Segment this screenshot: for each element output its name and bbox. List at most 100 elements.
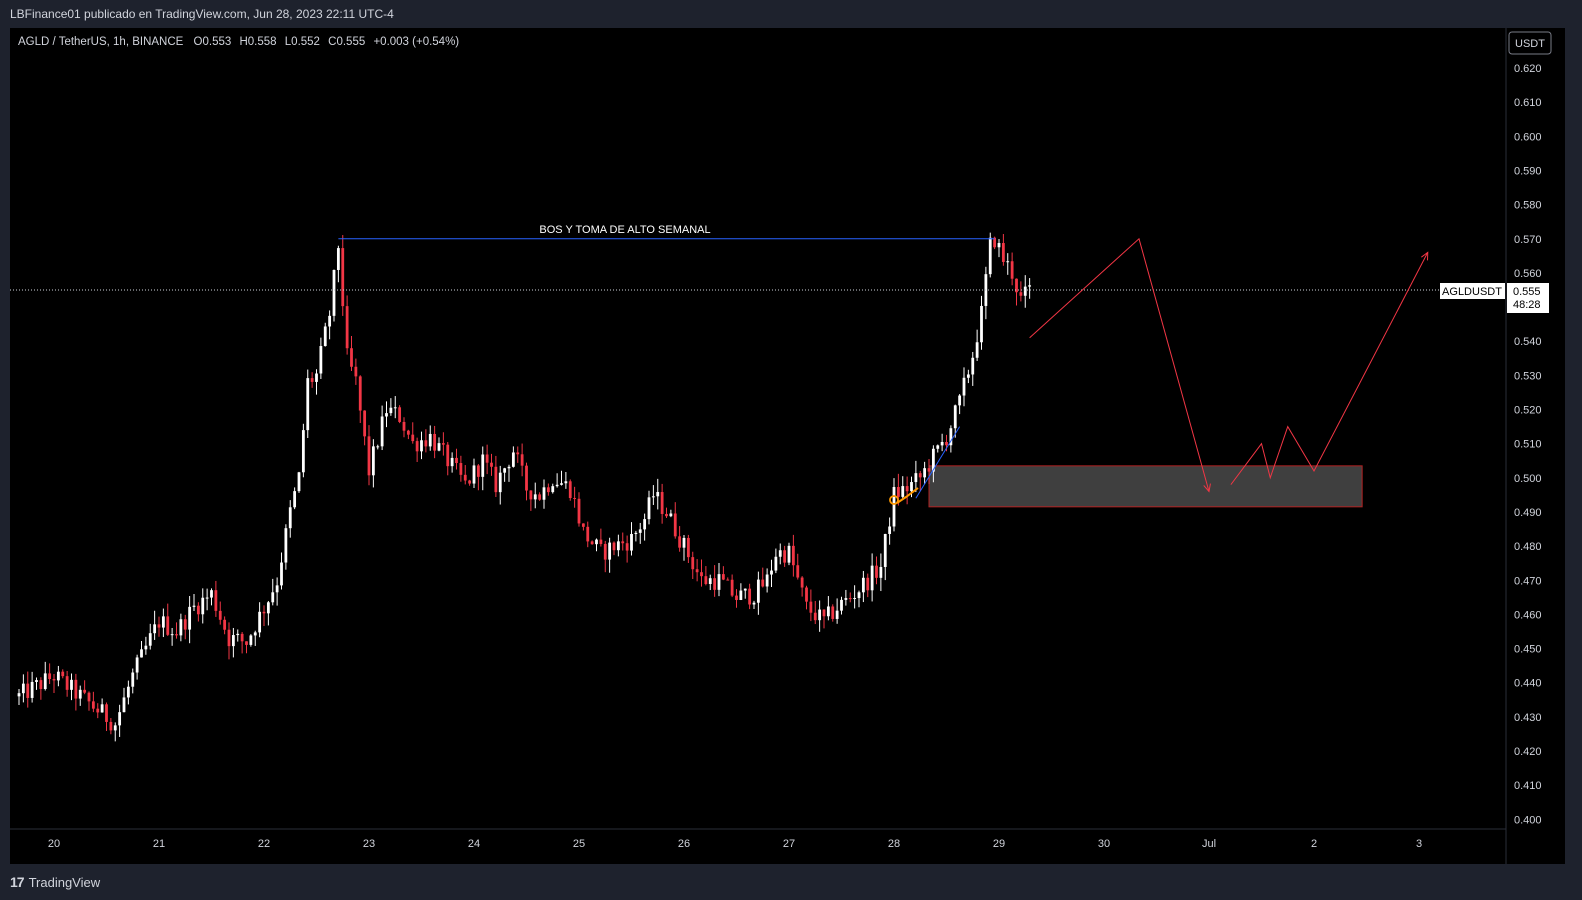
candle-body: [393, 407, 397, 409]
candle-body: [78, 689, 82, 699]
candle-body: [118, 712, 122, 726]
candle-body: [647, 497, 651, 520]
tradingview-logo-icon: 17: [10, 874, 25, 890]
currency-button[interactable]: [1508, 31, 1552, 55]
price-tag-value: 0.555: [1513, 286, 1541, 298]
candle-body: [511, 452, 515, 467]
candle-body: [179, 619, 183, 636]
price-tick-label: 0.410: [1514, 780, 1542, 792]
tradingview-logo[interactable]: 17 TradingView: [10, 874, 100, 890]
candle-body: [170, 634, 174, 636]
candle-body: [721, 574, 725, 580]
candle-body: [30, 681, 34, 698]
candle-body: [236, 633, 240, 636]
candle-body: [188, 606, 192, 630]
candle-body: [748, 588, 752, 605]
tradingview-brand: TradingView: [28, 874, 101, 890]
candle-body: [621, 541, 625, 544]
candle-body: [253, 632, 257, 636]
price-tick-label: 0.500: [1514, 473, 1542, 485]
candle-body: [328, 315, 332, 327]
ohlc-legend: AGLD / TetherUS, 1h, BINANCE O0.553 H0.5…: [18, 36, 459, 48]
candle-body: [595, 539, 598, 545]
candle-body: [651, 496, 655, 498]
legend-low-label: L: [285, 36, 292, 48]
candle-body: [148, 633, 152, 646]
candle-body: [888, 526, 892, 534]
time-axis[interactable]: 20 21 22 23 24 25 26 27 28 29 30 Jul 2 3: [48, 838, 1422, 850]
candle-body: [463, 474, 467, 481]
price-tick-label: 0.580: [1514, 200, 1542, 212]
candle-body: [525, 465, 528, 491]
candle-body: [472, 465, 476, 484]
entry-marker-icon[interactable]: [889, 495, 899, 505]
chart-svg[interactable]: AGLD / TetherUS, 1h, BINANCE O0.553 H0.5…: [10, 28, 1565, 864]
candle-body: [21, 683, 25, 694]
legend-high-value: 0.558: [248, 36, 277, 48]
time-tick-label: 23: [363, 838, 375, 850]
footer: 17 TradingView: [0, 864, 1582, 900]
candle-body: [192, 605, 196, 607]
candle-body: [144, 645, 148, 650]
chart-background: [10, 28, 1565, 864]
candle-body: [682, 537, 686, 548]
chart-area[interactable]: AGLD / TetherUS, 1h, BINANCE O0.553 H0.5…: [10, 28, 1565, 864]
candle-body: [100, 704, 104, 713]
candle-body: [787, 545, 791, 563]
candle-body: [914, 473, 918, 483]
time-tick-label: 24: [468, 838, 480, 850]
candle-body: [678, 536, 682, 548]
candle-body: [385, 413, 388, 417]
candle-body: [966, 374, 970, 378]
price-tick-label: 0.450: [1514, 644, 1542, 656]
candle-body: [446, 444, 450, 467]
candle-body: [74, 679, 78, 699]
demand-zone[interactable]: [928, 465, 1363, 508]
candle-body: [288, 507, 292, 529]
candle-body: [691, 557, 695, 570]
candle-body: [415, 441, 419, 452]
demand-zone-layer[interactable]: [928, 465, 1363, 508]
price-tick-label: 0.430: [1514, 712, 1542, 724]
price-tick-label: 0.520: [1514, 405, 1542, 417]
candle-body: [901, 486, 905, 497]
candle-body: [796, 565, 800, 578]
candle-body: [52, 679, 56, 681]
candle-body: [39, 680, 43, 690]
candle-body: [26, 683, 30, 698]
candle-body: [371, 446, 375, 476]
candle-body: [91, 701, 95, 709]
price-axis[interactable]: 0.620 0.610 0.600 0.590 0.580 0.570 0.560 0.540…: [1514, 63, 1542, 826]
candle-body: [542, 487, 546, 500]
candle-body: [713, 578, 717, 590]
candle-body: [48, 673, 52, 680]
legend-high-label: H: [239, 36, 247, 48]
trend-line[interactable]: [915, 426, 961, 499]
projection-path-up[interactable]: [1230, 252, 1429, 485]
candle-body: [791, 545, 795, 566]
candle-body: [818, 609, 822, 621]
time-tick-label: 2: [1311, 838, 1317, 850]
currency-label: USDT: [1515, 38, 1545, 50]
candle-body: [866, 577, 870, 591]
time-tick-label: 21: [153, 838, 165, 850]
candle-body: [214, 590, 218, 611]
candle-body: [520, 454, 524, 466]
price-tick-label: 0.470: [1514, 575, 1542, 587]
candle-body: [455, 457, 458, 464]
candle-body: [275, 585, 279, 593]
candle-body: [367, 436, 371, 476]
candle-body: [332, 269, 336, 316]
legend-symbol: AGLD / TetherUS, 1h, BINANCE: [18, 36, 184, 48]
bos-label[interactable]: BOS Y TOMA DE ALTO SEMANAL: [539, 224, 710, 236]
drawings-layer[interactable]: [10, 237, 1440, 505]
candles-layer[interactable]: [17, 232, 1032, 742]
legend-close-label: C: [328, 36, 336, 48]
candle-body: [665, 513, 668, 517]
legend-change: +0.003 (+0.54%): [373, 36, 459, 48]
candle-body: [616, 541, 620, 551]
price-tick-label: 0.590: [1514, 165, 1542, 177]
projection-path-down[interactable]: [1029, 237, 1210, 492]
candle-body: [363, 410, 367, 437]
candle-body: [201, 597, 205, 615]
